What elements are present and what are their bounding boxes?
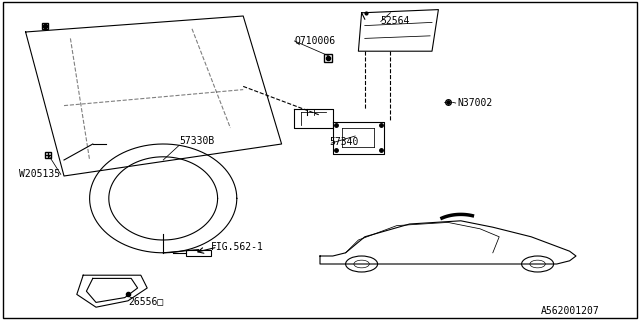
Text: 57330B: 57330B — [179, 136, 214, 147]
Bar — [186, 250, 211, 256]
Text: 52564: 52564 — [381, 16, 410, 26]
Text: 57340: 57340 — [330, 137, 359, 148]
Text: N37002: N37002 — [458, 98, 493, 108]
Text: A562001207: A562001207 — [541, 306, 600, 316]
Text: FIG.562-1: FIG.562-1 — [211, 242, 264, 252]
Text: Q710006: Q710006 — [294, 36, 335, 46]
Text: W205135: W205135 — [19, 169, 60, 180]
Text: 26556□: 26556□ — [128, 296, 163, 307]
